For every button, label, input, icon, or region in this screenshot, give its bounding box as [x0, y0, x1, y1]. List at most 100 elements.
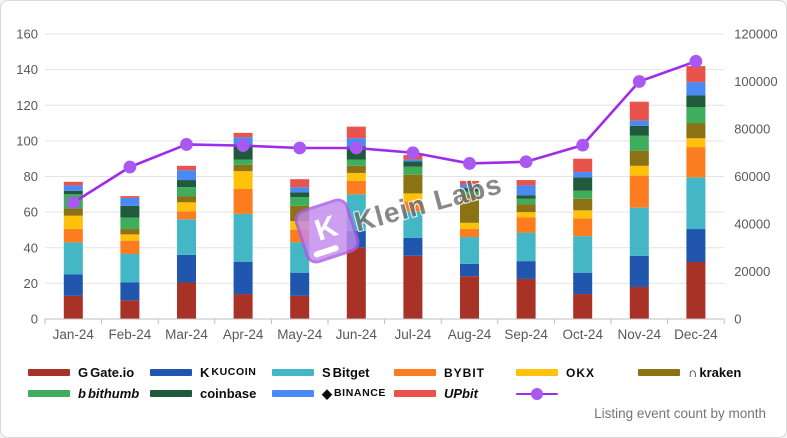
bar-segment-bitget-nov-24[interactable]	[629, 207, 649, 256]
line-marker-jul-24[interactable]	[406, 146, 420, 160]
bar-segment-gate.io-dec-24[interactable]	[686, 262, 706, 319]
bar-segment-upbit-sep-24[interactable]	[516, 180, 536, 186]
bar-segment-bithumb-aug-24[interactable]	[460, 191, 479, 195]
bar-segment-gate.io-apr-24[interactable]	[233, 294, 253, 319]
bar-segment-bybit-aug-24[interactable]	[460, 229, 479, 238]
bar-segment-bybit-oct-24[interactable]	[573, 218, 593, 237]
bar-segment-binance-jan-24[interactable]	[63, 185, 83, 191]
bar-segment-kucoin-jan-24[interactable]	[63, 274, 83, 296]
bar-segment-upbit-feb-24[interactable]	[120, 196, 140, 198]
bar-segment-bithumb-sep-24[interactable]	[516, 198, 536, 205]
bar-segment-bybit-jan-24[interactable]	[63, 229, 83, 243]
legend-item-okx[interactable]: OKX	[516, 367, 638, 379]
bar-segment-binance-dec-24[interactable]	[686, 82, 706, 96]
bar-segment-kraken-jan-24[interactable]	[63, 208, 83, 216]
bar-segment-kraken-feb-24[interactable]	[120, 229, 140, 235]
bar-segment-okx-oct-24[interactable]	[573, 210, 593, 219]
bar-segment-kraken-oct-24[interactable]	[573, 198, 593, 211]
bar-segment-bybit-mar-24[interactable]	[177, 211, 196, 220]
bar-segment-bybit-dec-24[interactable]	[686, 147, 706, 178]
bar-segment-gate.io-aug-24[interactable]	[460, 276, 479, 319]
bar-segment-kucoin-aug-24[interactable]	[460, 263, 479, 277]
bar-segment-gate.io-mar-24[interactable]	[177, 282, 196, 319]
line-marker-sep-24[interactable]	[519, 155, 533, 169]
bar-segment-bithumb-nov-24[interactable]	[629, 135, 649, 151]
bar-segment-kraken-nov-24[interactable]	[629, 150, 649, 166]
bar-segment-upbit-may-24[interactable]	[290, 179, 310, 188]
bar-segment-upbit-mar-24[interactable]	[177, 165, 196, 171]
bar-segment-coinbase-jul-24[interactable]	[403, 161, 423, 167]
bar-segment-bithumb-jul-24[interactable]	[403, 166, 423, 175]
bar-segment-upbit-oct-24[interactable]	[573, 158, 593, 173]
bar-segment-kraken-aug-24[interactable]	[460, 194, 479, 223]
bar-segment-bitget-oct-24[interactable]	[573, 236, 593, 273]
line-marker-feb-24[interactable]	[123, 160, 137, 174]
bar-segment-kucoin-mar-24[interactable]	[177, 254, 196, 283]
bar-segment-upbit-aug-24[interactable]	[460, 180, 479, 185]
bar-segment-bithumb-mar-24[interactable]	[177, 187, 196, 197]
bar-segment-kucoin-jul-24[interactable]	[403, 237, 423, 256]
bar-segment-coinbase-sep-24[interactable]	[516, 195, 536, 199]
bar-segment-coinbase-may-24[interactable]	[290, 192, 310, 197]
bar-segment-bitget-aug-24[interactable]	[460, 237, 479, 264]
bar-segment-gate.io-feb-24[interactable]	[120, 300, 140, 319]
bar-segment-kraken-dec-24[interactable]	[686, 123, 706, 139]
legend-item-bybit[interactable]: BYBIT	[394, 367, 516, 379]
bar-segment-bitget-feb-24[interactable]	[120, 253, 140, 283]
bar-segment-okx-jan-24[interactable]	[63, 215, 83, 230]
legend-item-binance[interactable]: ◆ BINANCE	[272, 387, 394, 400]
line-marker-jun-24[interactable]	[349, 141, 363, 155]
bar-segment-binance-feb-24[interactable]	[120, 197, 140, 206]
bar-segment-coinbase-mar-24[interactable]	[177, 180, 196, 188]
bar-segment-gate.io-nov-24[interactable]	[629, 286, 649, 319]
bar-segment-bybit-feb-24[interactable]	[120, 240, 140, 254]
bar-segment-okx-jul-24[interactable]	[403, 193, 423, 202]
bar-segment-kraken-jul-24[interactable]	[403, 174, 423, 194]
legend-item-bithumb[interactable]: b bithumb	[28, 387, 150, 400]
bar-segment-okx-nov-24[interactable]	[629, 165, 649, 176]
bar-segment-bybit-nov-24[interactable]	[629, 175, 649, 208]
bar-segment-binance-jul-24[interactable]	[403, 159, 423, 162]
bar-segment-bithumb-feb-24[interactable]	[120, 217, 140, 230]
bar-segment-coinbase-jan-24[interactable]	[63, 190, 83, 195]
bar-segment-upbit-jan-24[interactable]	[63, 181, 83, 186]
bar-segment-kraken-mar-24[interactable]	[177, 196, 196, 203]
bar-segment-gate.io-jul-24[interactable]	[403, 255, 423, 319]
bar-segment-bitget-mar-24[interactable]	[177, 219, 196, 255]
bar-segment-okx-sep-24[interactable]	[516, 212, 536, 218]
line-marker-apr-24[interactable]	[236, 139, 250, 153]
legend-item-gateio[interactable]: G Gate.io	[28, 366, 150, 379]
bar-segment-coinbase-oct-24[interactable]	[573, 177, 593, 191]
bar-segment-upbit-apr-24[interactable]	[233, 132, 253, 138]
bar-segment-bithumb-jun-24[interactable]	[346, 159, 366, 166]
bar-segment-gate.io-may-24[interactable]	[290, 295, 310, 319]
bar-segment-okx-apr-24[interactable]	[233, 171, 253, 189]
bar-segment-bitget-jul-24[interactable]	[403, 211, 423, 238]
line-marker-nov-24[interactable]	[632, 75, 646, 88]
bar-segment-kucoin-feb-24[interactable]	[120, 282, 140, 301]
bar-segment-bybit-sep-24[interactable]	[516, 217, 536, 233]
bar-segment-bybit-jul-24[interactable]	[403, 201, 423, 212]
bar-segment-bithumb-dec-24[interactable]	[686, 107, 706, 124]
legend-item-upbit[interactable]: UPbit	[394, 387, 516, 400]
bar-segment-kucoin-jun-24[interactable]	[346, 230, 366, 248]
bar-segment-okx-may-24[interactable]	[290, 221, 310, 230]
bar-segment-okx-jun-24[interactable]	[346, 172, 366, 181]
bar-segment-bithumb-may-24[interactable]	[290, 196, 310, 206]
legend-item-bitget[interactable]: S Bitget	[272, 366, 394, 379]
bar-segment-coinbase-feb-24[interactable]	[120, 205, 140, 218]
bar-segment-kucoin-may-24[interactable]	[290, 272, 310, 296]
bar-segment-okx-aug-24[interactable]	[460, 222, 479, 230]
line-series[interactable]	[72, 60, 697, 204]
line-marker-oct-24[interactable]	[576, 138, 590, 152]
bar-segment-bitget-jun-24[interactable]	[346, 194, 366, 231]
bar-segment-gate.io-jun-24[interactable]	[346, 247, 366, 319]
bar-segment-bitget-may-24[interactable]	[290, 242, 310, 273]
legend-item-coinbase[interactable]: coinbase	[150, 387, 272, 400]
line-marker-aug-24[interactable]	[463, 157, 476, 170]
bar-segment-kucoin-oct-24[interactable]	[573, 272, 593, 295]
bar-segment-bitget-dec-24[interactable]	[686, 177, 706, 230]
bar-segment-binance-oct-24[interactable]	[573, 172, 593, 178]
legend-item-kraken[interactable]: ∩ kraken	[638, 366, 760, 379]
bar-segment-bybit-may-24[interactable]	[290, 229, 310, 243]
